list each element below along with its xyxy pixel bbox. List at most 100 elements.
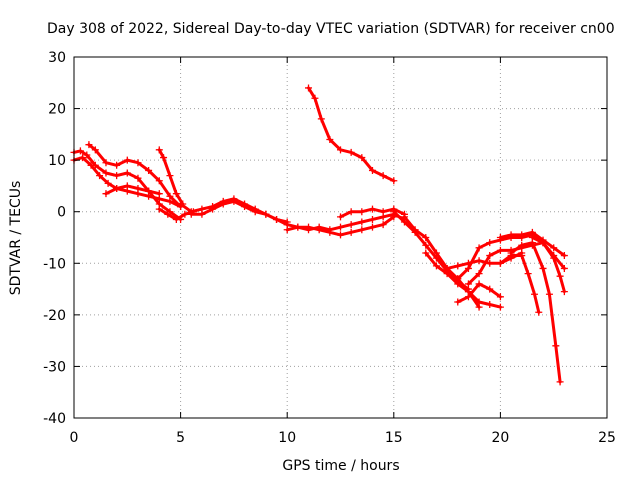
data-point [496,234,504,241]
data-point [358,218,366,226]
data-point [347,208,355,216]
series-line [87,143,183,209]
data-point [539,239,547,247]
data-point [102,190,110,198]
data-point [368,223,376,231]
data-point [550,244,558,252]
data-point [251,208,259,216]
data-series-arc-l [305,84,398,185]
data-point [172,190,180,198]
y-tick-label: 30 [48,50,66,66]
data-point [486,301,494,309]
data-point [560,288,568,296]
data-point [172,215,180,223]
data-point [454,298,462,306]
data-point [164,210,172,218]
data-point [535,308,543,316]
data-point [518,241,526,249]
data-point [76,147,84,155]
data-series-arc-h [187,197,291,226]
y-tick-label: -30 [43,359,66,375]
data-point [464,293,472,301]
data-point [91,146,99,154]
series-line [498,254,541,314]
data-point [326,136,334,144]
data-point [556,378,564,386]
plot-frame [73,56,608,419]
data-point [475,280,483,288]
data-point [432,249,440,257]
x-tick-label: 25 [598,430,616,446]
data-point [145,187,153,195]
data-point [358,226,366,234]
data-point [464,280,472,288]
data-point [358,208,366,216]
series-line [392,210,470,291]
series-line [307,86,396,183]
data-point [96,172,104,180]
data-point [432,262,440,270]
series-line [189,199,289,224]
data-point [305,223,313,231]
data-series-arc-a [70,147,185,223]
data-point [337,231,344,239]
y-tick-label: -40 [43,411,66,427]
data-point [475,270,483,278]
data-point [422,241,430,249]
data-series-arc-p [454,280,504,306]
data-point [400,213,408,221]
y-tick-label: 10 [48,153,66,169]
x-tick-label: 0 [70,430,79,446]
data-point [496,259,504,267]
y-tick-label: 0 [57,205,66,221]
data-point [187,210,195,218]
data-point [552,342,560,350]
data-point [134,159,142,167]
data-series-arc-j [283,213,398,239]
data-series-arc-o [422,249,504,311]
data-point [560,264,568,272]
data-point [283,221,291,229]
data-point [134,185,142,193]
data-point [486,239,494,247]
data-point [531,290,539,298]
data-series-arc-u [496,252,543,316]
data-point [160,154,168,162]
data-point [83,151,91,159]
data-series-layer [70,84,568,386]
data-point [241,203,249,211]
data-point [454,262,462,270]
data-point [486,252,494,260]
data-point [145,166,153,174]
data-point [104,179,112,187]
chart-title: Day 308 of 2022, Sidereal Day-to-day VTE… [47,21,615,37]
data-point [262,210,270,218]
data-point [294,223,302,231]
data-point [486,285,494,293]
data-point [87,161,95,169]
data-point [550,252,558,260]
data-point [443,264,451,272]
data-point [368,215,376,223]
data-point [311,94,319,102]
data-point [475,244,483,252]
data-point [326,228,334,236]
data-point [102,169,110,177]
data-point [113,161,121,169]
data-point [358,154,366,162]
data-point [528,234,536,241]
data-point [486,259,494,267]
data-point [102,159,110,167]
data-point [518,231,526,239]
y-tick-label: -10 [43,256,66,272]
y-tick-label: 20 [48,102,66,118]
data-point [368,205,376,213]
data-point [390,208,398,216]
data-point [155,190,163,198]
data-point [337,146,344,154]
data-point [379,221,387,229]
data-series-arc-d [102,182,163,198]
data-point [123,169,131,177]
data-point [560,252,568,260]
data-point [113,172,121,180]
